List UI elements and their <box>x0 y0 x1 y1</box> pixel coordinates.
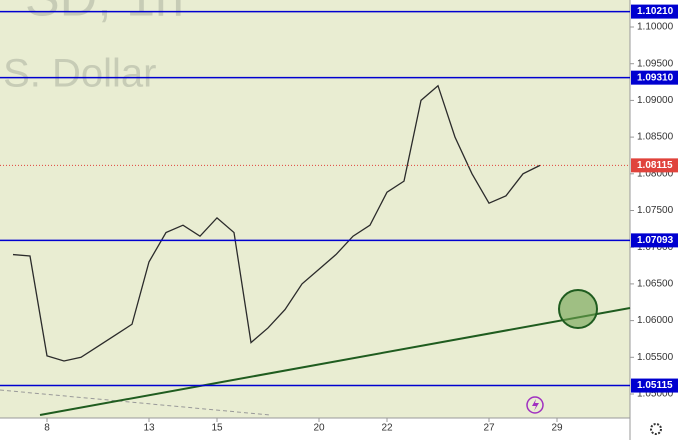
time-axis <box>0 418 630 440</box>
x-tick-label: 27 <box>483 423 495 434</box>
y-tick-label: 1.05500 <box>637 352 674 363</box>
y-tick-label: 1.06000 <box>637 315 674 326</box>
level-box <box>631 233 678 248</box>
price-line <box>12 84 541 362</box>
y-tick-label: 1.10000 <box>637 22 674 33</box>
level-label: 1.09310 <box>637 72 674 83</box>
x-tick-label: 29 <box>551 423 563 434</box>
level-label: 1.07093 <box>637 235 674 246</box>
y-tick-label: 1.05000 <box>637 389 674 400</box>
y-tick-label: 1.06500 <box>637 279 674 290</box>
x-tick-label: 20 <box>313 423 325 434</box>
level-label: 1.05115 <box>637 380 673 391</box>
level-box <box>631 4 678 19</box>
x-tick-label: 22 <box>381 423 393 434</box>
settings-icon[interactable] <box>650 423 662 435</box>
x-tick-label: 15 <box>211 423 223 434</box>
level-box <box>631 70 678 85</box>
plot <box>12 84 541 362</box>
trend-line-dashed <box>0 389 271 416</box>
y-tick-label: 1.07500 <box>637 205 674 216</box>
x-tick-label: 13 <box>143 423 155 434</box>
y-tick-label: 1.09000 <box>637 95 674 106</box>
y-tick-label: 1.08500 <box>637 132 674 143</box>
watermark: .S. Dollar <box>0 52 157 96</box>
y-tick-label: 1.09500 <box>637 58 674 69</box>
y-tick-label: 1.08000 <box>637 168 674 179</box>
plot-background <box>0 0 630 418</box>
level-box <box>631 378 678 393</box>
x-tick-label: 8 <box>44 423 50 434</box>
alert-icon-bolt <box>532 399 539 411</box>
level-label: 1.10210 <box>637 6 674 17</box>
trend-line <box>39 307 631 416</box>
alert-icon[interactable] <box>526 396 544 414</box>
current-price-label: 1.08115 <box>637 160 673 171</box>
watermark: SD, 1h <box>25 0 184 28</box>
current-price-box <box>631 158 678 173</box>
target-circle <box>558 289 598 329</box>
